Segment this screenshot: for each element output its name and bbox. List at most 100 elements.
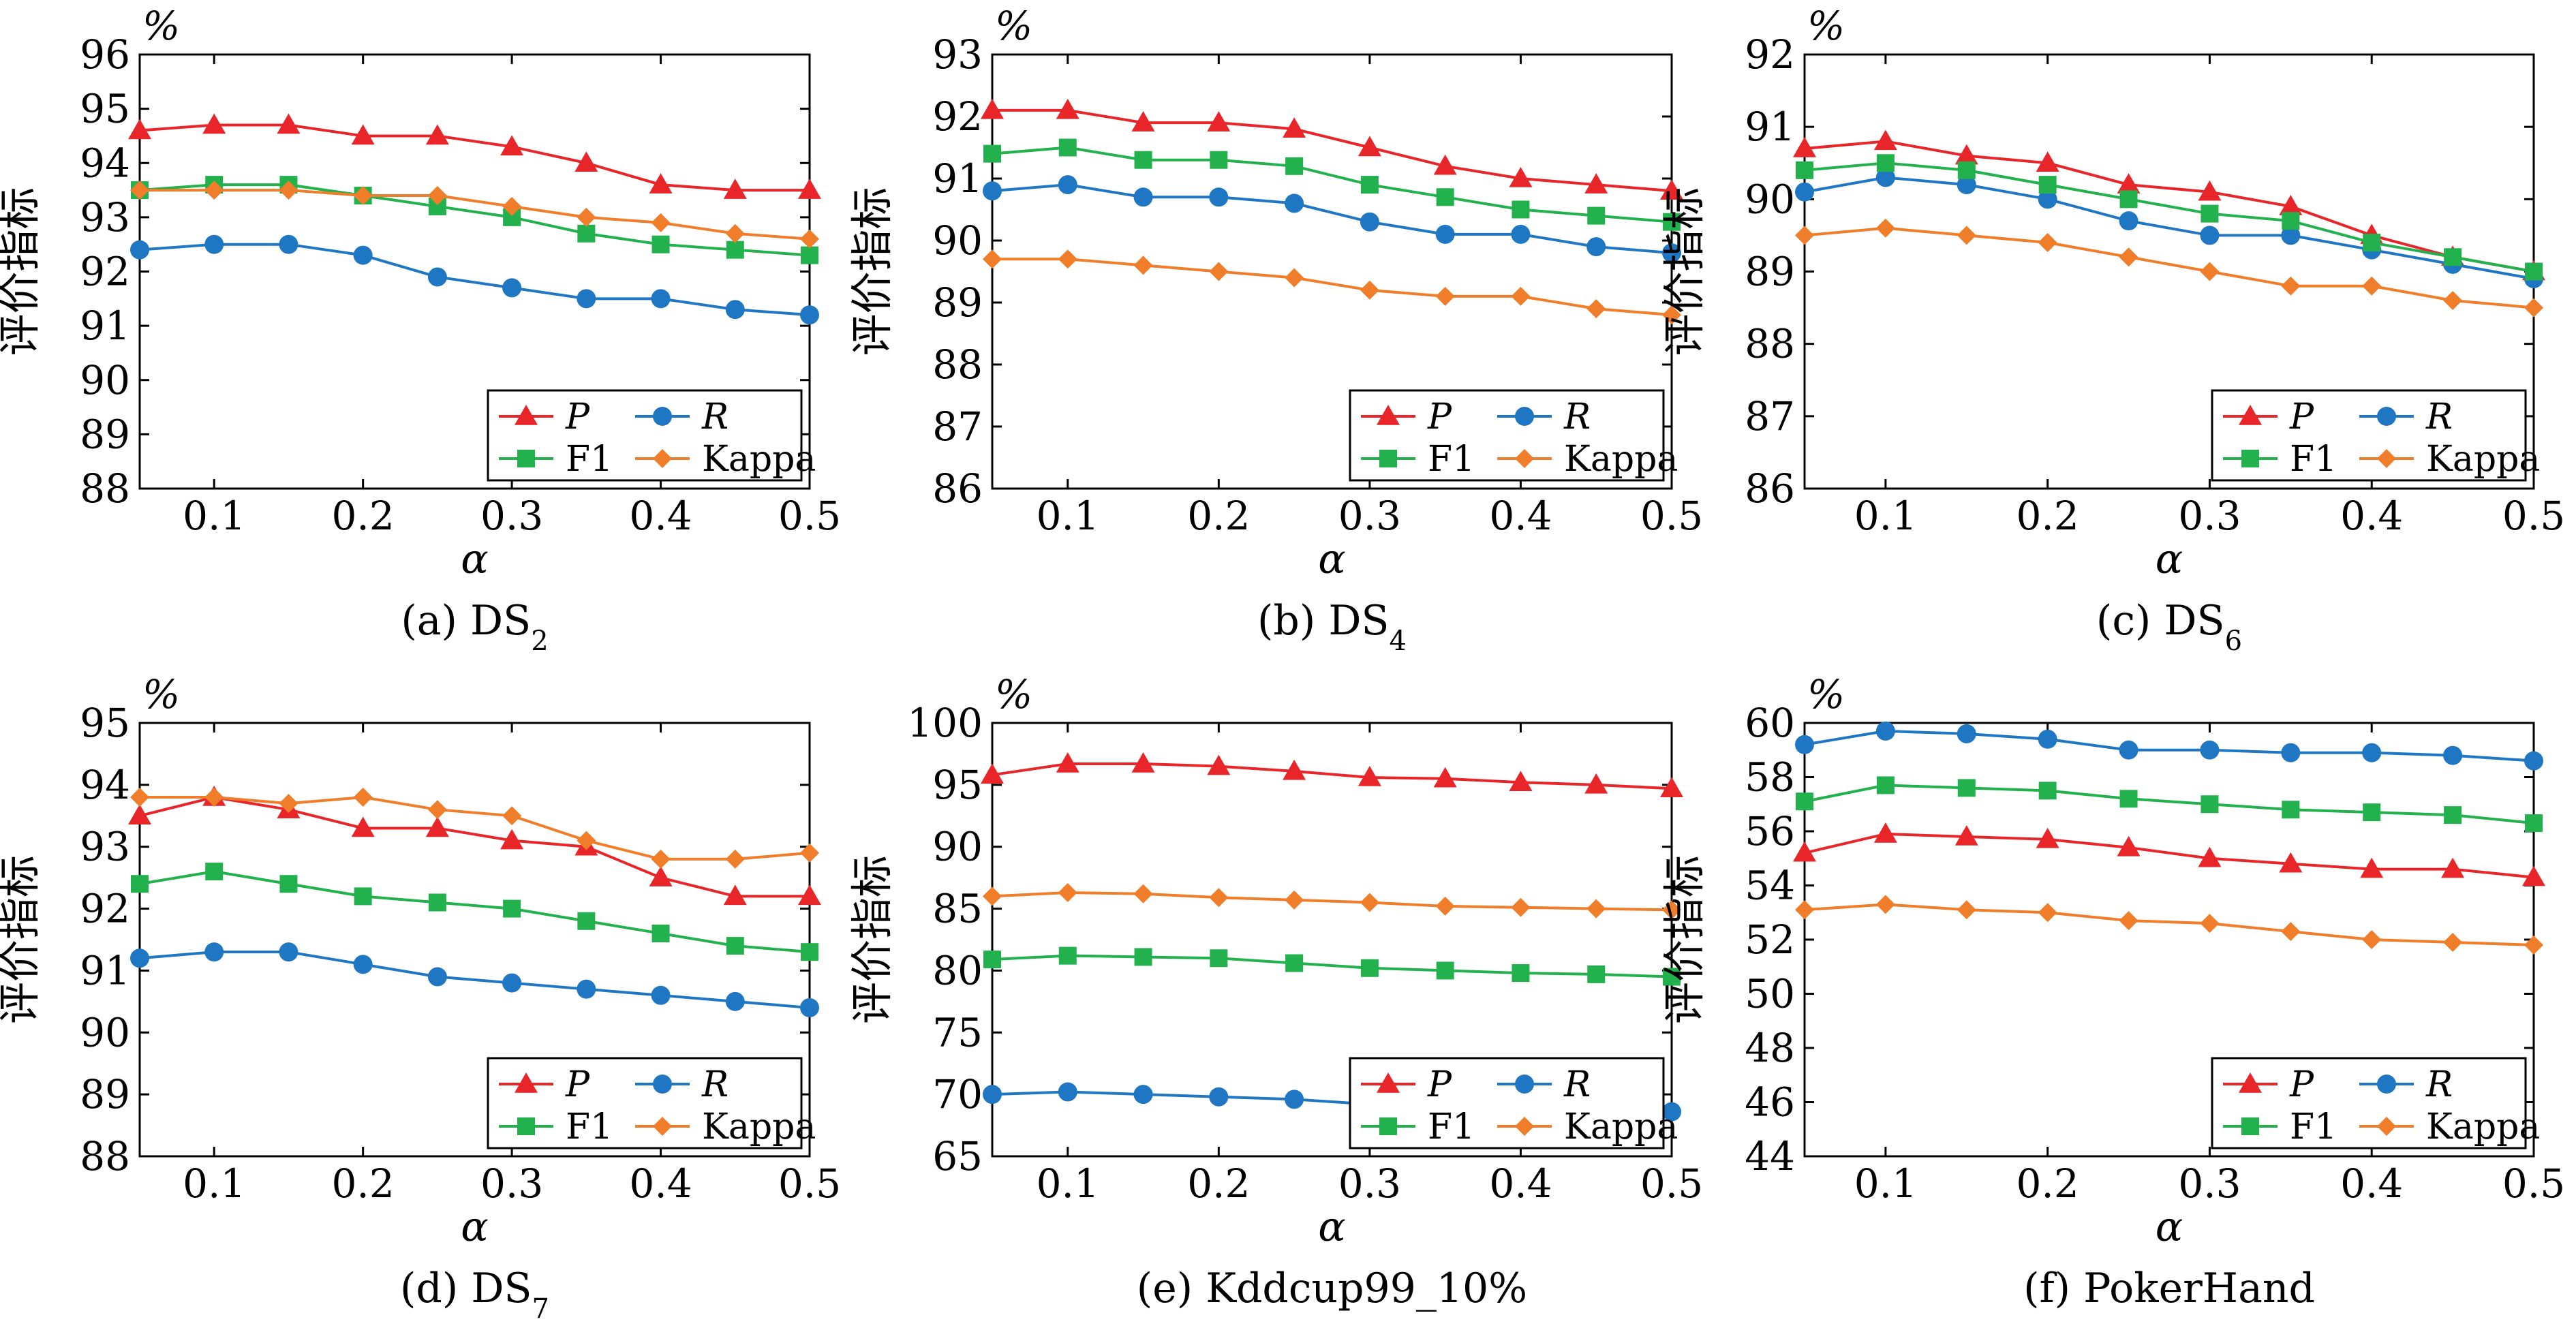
y-unit-label: % [1807,3,1845,49]
data-point [1584,773,1608,794]
legend-entry-f1: F1 [499,1107,613,1147]
data-point [1058,138,1077,157]
data-point [1662,305,1681,325]
legend-label: Kappa [1564,1107,1678,1147]
chart-panel-5: 44 46 48 50 52 54 56 58 60 0.1 0.2 0.3 0.4 0.5% 评价指标 α (… [1659,671,2565,1312]
series-f1 [1796,776,2543,833]
series-p [1793,129,2545,281]
y-tick-label: 91 [80,947,130,993]
data-point [1285,157,1304,175]
data-point [279,181,298,200]
y-unit-label: % [995,3,1032,49]
data-point [2038,903,2057,923]
data-point [2524,935,2543,955]
panel-caption-text: (c) DS [2096,597,2225,645]
data-point [1957,175,1976,195]
y-unit-label: % [1807,671,1845,717]
data-point [2282,801,2300,819]
series-r [130,234,819,325]
data-point [1360,280,1379,300]
legend-label: F1 [2290,439,2337,480]
legend-label: Kappa [2426,439,2540,480]
x-tick-label: 0.2 [1187,493,1250,539]
data-point [1209,262,1229,281]
data-point [2522,865,2545,886]
series-p [128,786,821,906]
data-point [983,1085,1002,1105]
data-point [574,151,598,172]
data-point [2038,782,2057,800]
data-point [1360,893,1379,912]
legend-label: F1 [1428,439,1475,480]
y-tick-label: 93 [80,194,130,241]
y-tick-label: 89 [80,411,130,457]
y-tick-label: 95 [80,86,130,132]
y-tick-label: 93 [80,824,130,870]
x-tick-label: 0.3 [480,1160,543,1207]
series-kappa [1795,895,2543,955]
data-point [1058,882,1077,902]
data-point [1795,735,1814,754]
x-tick-label: 0.1 [1037,1160,1099,1207]
data-point [1511,286,1531,306]
data-point [2200,226,2220,245]
y-tick-label: 86 [932,465,983,512]
data-point [2281,743,2301,762]
legend-marker [1377,1072,1400,1093]
data-point [725,849,745,869]
data-point [1957,226,1976,245]
legend-entry-p: P [1361,397,1452,437]
data-point [981,763,1004,784]
y-tick-label: 91 [1745,104,1795,150]
data-point [1134,151,1152,169]
data-point [351,816,375,837]
data-point [130,788,149,807]
data-point [1796,161,1813,179]
data-point [1285,1090,1304,1109]
x-tick-label: 0.2 [2017,1160,2079,1207]
y-tick-label: 70 [932,1071,983,1117]
data-point [1876,154,1895,172]
data-point [204,942,224,962]
data-point [2525,814,2543,833]
data-point [277,113,301,134]
legend-label: F1 [566,439,613,480]
data-point [577,207,596,227]
y-tick-label: 87 [932,403,983,450]
panel-caption-text: (f) PokerHand [2023,1265,2315,1312]
y-tick-label: 65 [932,1133,983,1179]
data-point [1660,777,1683,798]
panel-caption: (a) DS2 [401,597,548,657]
data-point [1285,954,1304,972]
y-tick-label: 89 [932,279,983,326]
legend-marker [2377,407,2396,426]
series-p [981,98,1683,200]
series-r [1795,168,2543,289]
legend-marker [515,1072,538,1093]
y-tick-label: 95 [80,700,130,746]
data-point [1957,779,1976,797]
data-point [1433,767,1457,788]
data-point [427,800,447,820]
data-point [800,998,819,1017]
y-tick-label: 100 [907,700,983,746]
plot-frame [138,722,811,1158]
x-tick-label: 0.2 [332,493,395,539]
x-tick-label: 0.4 [1489,493,1552,539]
y-unit-label: % [142,3,180,49]
data-point [1058,175,1077,195]
legend-label: P [1427,1064,1452,1105]
y-tick-label: 88 [932,341,983,388]
x-tick-label: 0.4 [1489,1160,1552,1207]
data-point [1435,896,1455,916]
legend-frame [1349,389,1665,482]
data-point [1875,218,1895,238]
y-tick-label: 96 [80,31,130,78]
series-kappa [130,788,819,869]
data-point [131,875,149,893]
data-point [2038,729,2057,749]
chart-panel-2: 86 87 88 89 90 91 92 0.1 0.2 0.3 0.4 0.5% 评价指标 α (c) D… [1659,3,2565,657]
series-kappa [130,181,819,249]
legend-entry-r: R [635,397,729,437]
data-point [723,179,747,199]
